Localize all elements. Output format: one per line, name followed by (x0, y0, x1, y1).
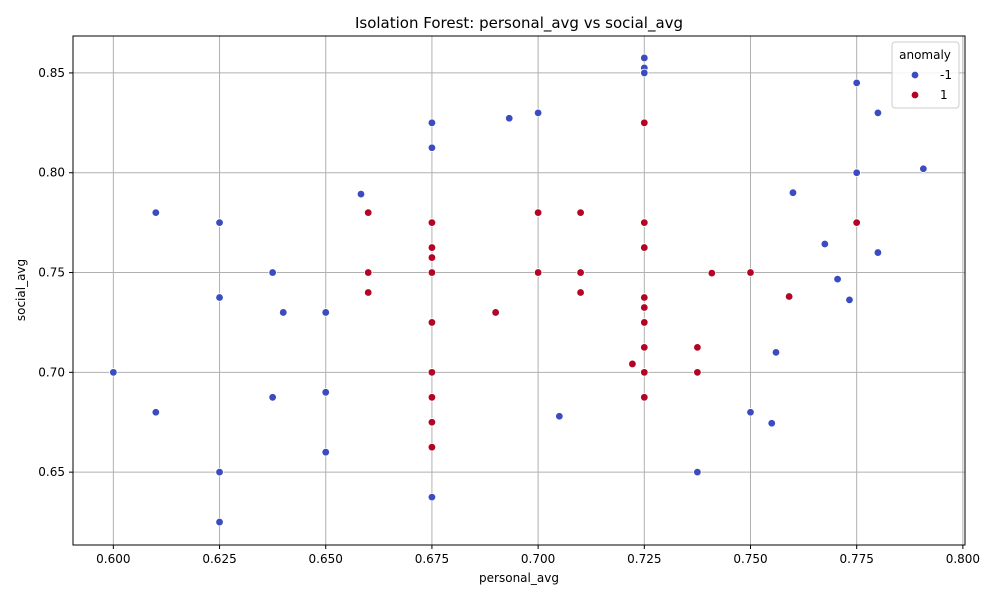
data-point-anomaly-1 (576, 288, 585, 297)
data-point-anomaly-1 (427, 253, 437, 262)
x-tick-label: 0.775 (840, 552, 874, 566)
data-point-anomaly-1 (364, 208, 373, 217)
data-point-anomaly-neg1 (215, 467, 224, 477)
data-point-anomaly-1 (640, 303, 649, 312)
y-tick-label: 0.70 (38, 365, 65, 379)
data-point-anomaly-neg1 (505, 114, 514, 123)
data-point-anomaly-1 (427, 243, 437, 252)
data-point-anomaly-1 (628, 359, 637, 369)
data-point-anomaly-neg1 (268, 268, 277, 277)
data-point-anomaly-1 (427, 268, 437, 277)
x-tick-label: 0.650 (309, 552, 343, 566)
legend-title: anomaly (899, 48, 951, 62)
data-point-anomaly-1 (640, 343, 649, 352)
x-tick-label: 0.700 (521, 552, 555, 566)
data-point-anomaly-1 (693, 343, 702, 352)
data-point-anomaly-neg1 (427, 492, 437, 502)
data-point-anomaly-neg1 (845, 295, 854, 305)
x-axis-label: personal_avg (479, 571, 559, 585)
data-point-anomaly-neg1 (356, 189, 366, 199)
data-point-anomaly-1 (427, 393, 437, 402)
x-tick-label: 0.800 (946, 552, 980, 566)
data-point-anomaly-1 (640, 368, 649, 377)
data-point-anomaly-1 (364, 268, 373, 277)
data-point-anomaly-neg1 (555, 412, 564, 421)
x-tick-label: 0.750 (733, 552, 767, 566)
data-point-anomaly-1 (533, 208, 543, 217)
data-point-anomaly-neg1 (279, 308, 288, 317)
data-point-anomaly-1 (533, 268, 543, 277)
data-point-anomaly-neg1 (852, 168, 861, 177)
data-point-anomaly-neg1 (873, 108, 883, 118)
data-point-anomaly-neg1 (151, 408, 161, 417)
x-tick-label: 0.600 (96, 552, 130, 566)
data-point-anomaly-1 (427, 418, 437, 427)
legend-marker (910, 70, 920, 80)
data-point-anomaly-neg1 (820, 239, 830, 249)
data-point-anomaly-1 (576, 208, 585, 217)
data-point-anomaly-1 (491, 308, 500, 317)
data-point-anomaly-neg1 (833, 274, 842, 284)
data-point-anomaly-neg1 (109, 368, 118, 377)
y-tick-label: 0.85 (38, 66, 65, 80)
data-point-anomaly-1 (784, 292, 794, 301)
data-point-anomaly-neg1 (746, 408, 755, 417)
data-point-anomaly-neg1 (873, 248, 883, 257)
data-points (109, 53, 928, 527)
legend-label: 1 (940, 88, 948, 102)
legend-box (891, 41, 960, 109)
data-point-anomaly-1 (640, 218, 649, 227)
data-point-anomaly-neg1 (215, 218, 224, 227)
y-tick-label: 0.80 (38, 166, 65, 180)
data-point-anomaly-neg1 (427, 143, 437, 152)
gridlines (73, 36, 965, 545)
axis-ticks: 0.600 0.625 0.650 0.675 0.700 0.725 0.750 0.775… (38, 66, 980, 566)
data-point-anomaly-neg1 (215, 517, 224, 527)
data-point-anomaly-1 (576, 268, 585, 277)
data-point-anomaly-neg1 (693, 467, 702, 477)
y-axis-label: social_avg (14, 259, 28, 321)
x-tick-label: 0.625 (202, 552, 236, 566)
data-point-anomaly-neg1 (321, 308, 330, 317)
y-tick-label: 0.75 (38, 266, 65, 280)
data-point-anomaly-neg1 (215, 293, 224, 302)
data-point-anomaly-1 (427, 218, 437, 227)
data-point-anomaly-1 (640, 393, 649, 402)
data-point-anomaly-1 (640, 293, 649, 302)
x-tick-label: 0.725 (627, 552, 661, 566)
plot-frame (72, 35, 966, 546)
data-point-anomaly-neg1 (852, 78, 861, 88)
data-point-anomaly-neg1 (788, 188, 798, 197)
data-point-anomaly-neg1 (268, 393, 277, 402)
x-tick-label: 0.675 (415, 552, 449, 566)
data-point-anomaly-neg1 (321, 388, 330, 397)
legend: anomaly -1 1 (891, 41, 960, 109)
data-point-anomaly-1 (746, 268, 755, 277)
legend-label: -1 (940, 68, 952, 82)
data-point-anomaly-1 (640, 243, 649, 252)
data-point-anomaly-1 (852, 218, 861, 227)
y-tick-label: 0.65 (38, 465, 65, 479)
data-point-anomaly-1 (364, 288, 373, 297)
chart-title: Isolation Forest: personal_avg vs social… (355, 14, 683, 33)
legend-marker (910, 90, 920, 100)
data-point-anomaly-1 (640, 118, 649, 128)
data-point-anomaly-neg1 (640, 68, 649, 78)
data-point-anomaly-neg1 (640, 53, 649, 63)
data-point-anomaly-1 (693, 368, 702, 377)
data-point-anomaly-neg1 (321, 447, 330, 457)
data-point-anomaly-neg1 (151, 208, 161, 217)
data-point-anomaly-1 (707, 268, 717, 278)
data-point-anomaly-neg1 (919, 164, 928, 173)
data-point-anomaly-1 (640, 318, 649, 327)
data-point-anomaly-neg1 (427, 118, 437, 128)
data-point-anomaly-neg1 (771, 348, 781, 357)
data-point-anomaly-1 (427, 368, 437, 377)
data-point-anomaly-1 (427, 318, 437, 327)
data-point-anomaly-1 (427, 442, 437, 452)
data-point-anomaly-neg1 (767, 419, 776, 428)
data-point-anomaly-neg1 (533, 108, 543, 118)
